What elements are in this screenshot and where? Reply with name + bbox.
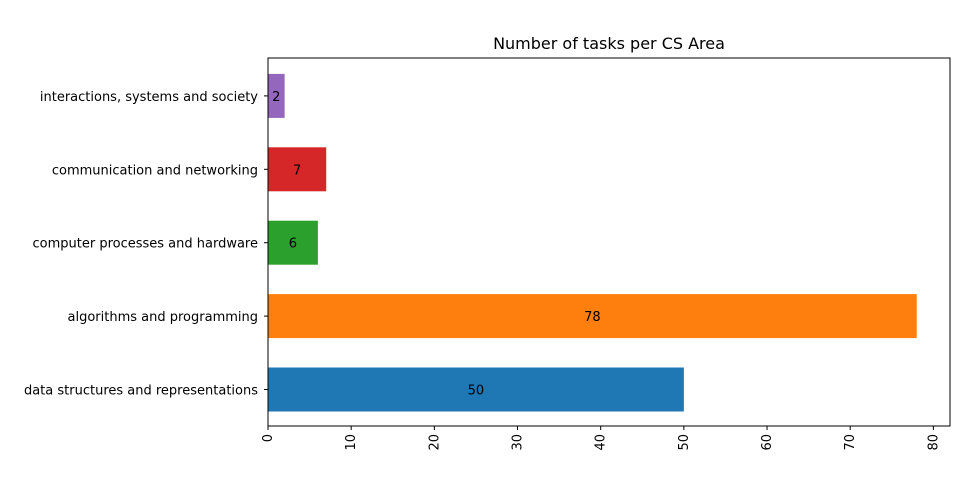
- bar-value-label-4: 2: [272, 90, 280, 105]
- plot-frame: [267, 57, 951, 427]
- bar-value-label-3: 7: [293, 163, 301, 178]
- x-axis: 0 10 20 30 40 50 60 70 80: [261, 426, 941, 451]
- chart-title: Number of tasks per CS Area: [493, 34, 725, 53]
- bar-3: [268, 147, 327, 192]
- y-axis: data structures and representations algor…: [24, 90, 268, 399]
- x-tick-label-5: 50: [677, 434, 692, 451]
- x-tick-label-3: 30: [511, 434, 526, 451]
- y-tick-label-2: computer processes and hardware: [32, 237, 258, 252]
- x-tick-label-1: 10: [344, 434, 359, 451]
- x-tick-label-7: 70: [843, 434, 858, 451]
- x-tick-label-2: 20: [427, 434, 442, 451]
- bar-4: [268, 73, 285, 118]
- bar-value-label-1: 78: [584, 310, 601, 325]
- bar-value-label-0: 50: [468, 384, 485, 399]
- y-tick-label-0: data structures and representations: [24, 384, 258, 399]
- y-tick-label-1: algorithms and programming: [68, 310, 259, 325]
- x-tick-label-4: 40: [594, 434, 609, 451]
- x-tick-label-8: 80: [926, 434, 941, 451]
- y-tick-label-4: interactions, systems and society: [40, 90, 258, 105]
- bar-value-label-2: 6: [289, 237, 297, 252]
- bar-1: [268, 294, 917, 339]
- x-tick-label-0: 0: [261, 434, 276, 442]
- y-tick-label-3: communication and networking: [52, 163, 258, 178]
- x-tick-label-6: 60: [760, 434, 775, 451]
- plot-area: 50 78 6 7 2: [268, 73, 917, 412]
- bar-0: [268, 367, 684, 412]
- bar-2: [268, 220, 318, 265]
